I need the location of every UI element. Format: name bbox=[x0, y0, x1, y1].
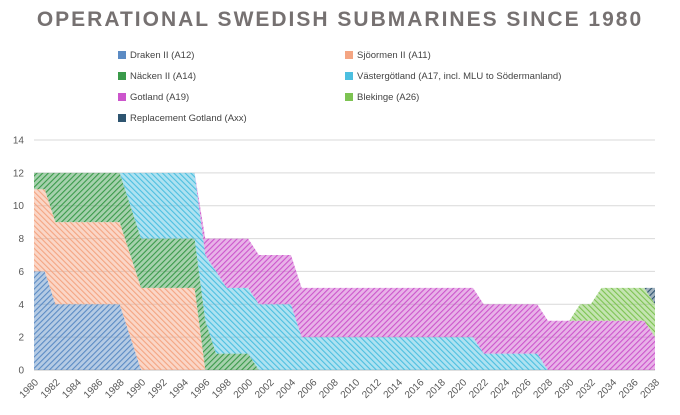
x-tick-label: 1984 bbox=[60, 377, 84, 401]
legend-item-draken-ii-a12[interactable]: Draken II (A12) bbox=[118, 50, 194, 61]
x-tick-label: 2028 bbox=[531, 377, 555, 401]
legend-label: Näcken II (A14) bbox=[130, 71, 196, 82]
area-n-cken-ii-a14 bbox=[34, 172, 655, 370]
y-tick-label: 14 bbox=[13, 136, 25, 147]
x-tick-label: 2034 bbox=[596, 377, 620, 401]
legend-label: Västergötland (A17, incl. MLU to Söderma… bbox=[357, 71, 562, 82]
x-tick-label: 1980 bbox=[18, 377, 42, 401]
x-tick-label: 2008 bbox=[317, 377, 341, 401]
legend-swatch bbox=[118, 93, 126, 101]
x-tick-label: 2004 bbox=[275, 377, 299, 401]
x-tick-label: 1990 bbox=[125, 377, 149, 401]
area-series bbox=[34, 172, 655, 370]
x-tick-label: 1994 bbox=[167, 377, 191, 401]
x-tick-label: 1996 bbox=[189, 377, 213, 401]
legend-swatch bbox=[345, 72, 353, 80]
x-tick-label: 2036 bbox=[617, 377, 641, 401]
area-draken-ii-a12 bbox=[34, 271, 655, 370]
x-tick-label: 1982 bbox=[39, 377, 63, 401]
x-tick-label: 2006 bbox=[296, 377, 320, 401]
area-sj-ormen-ii-a11 bbox=[34, 189, 655, 370]
x-tick-label: 2002 bbox=[253, 377, 277, 401]
y-tick-label: 12 bbox=[13, 168, 25, 179]
x-tick-label: 2010 bbox=[339, 377, 363, 401]
legend-label: Sjöormen II (A11) bbox=[357, 50, 431, 61]
y-tick-label: 8 bbox=[18, 234, 24, 245]
x-tick-label: 2012 bbox=[360, 377, 384, 401]
legend-label: Gotland (A19) bbox=[130, 92, 190, 103]
legend-item-v-sterg-tland-a17-incl-mlu-to-s-dermanland[interactable]: Västergötland (A17, incl. MLU to Söderma… bbox=[345, 71, 561, 82]
y-tick-label: 6 bbox=[18, 267, 24, 278]
legend-label: Replacement Gotland (Axx) bbox=[130, 113, 247, 124]
legend-swatch bbox=[345, 51, 353, 59]
legend-item-gotland-a19[interactable]: Gotland (A19) bbox=[118, 92, 189, 103]
legend-swatch bbox=[345, 93, 353, 101]
x-tick-label: 2018 bbox=[424, 377, 448, 401]
y-tick-label: 0 bbox=[18, 366, 24, 377]
y-axis-ticks: 0 2 4 6 8 10 12 14 bbox=[13, 136, 25, 377]
legend-label: Blekinge (A26) bbox=[357, 92, 420, 103]
x-tick-label: 1992 bbox=[146, 377, 170, 401]
x-tick-label: 2022 bbox=[467, 377, 491, 401]
y-tick-label: 10 bbox=[13, 201, 25, 212]
area-v-sterg-tland-a17-incl-mlu-to-s-dermanland bbox=[34, 172, 655, 370]
x-tick-label: 2030 bbox=[553, 377, 577, 401]
x-tick-label: 2032 bbox=[574, 377, 598, 401]
x-tick-label: 2020 bbox=[446, 377, 470, 401]
x-tick-label: 1998 bbox=[210, 377, 234, 401]
legend: Draken II (A12) Sjöormen II (A11) Näcken I… bbox=[0, 0, 680, 130]
legend-swatch bbox=[118, 51, 126, 59]
legend-label: Draken II (A12) bbox=[130, 50, 195, 61]
x-tick-label: 1988 bbox=[103, 377, 127, 401]
x-tick-label: 2016 bbox=[403, 377, 427, 401]
legend-swatch bbox=[118, 72, 126, 80]
x-tick-label: 2038 bbox=[639, 377, 663, 401]
x-tick-label: 2026 bbox=[510, 377, 534, 401]
chart-title: OPERATIONAL SWEDISH SUBMARINES SINCE 198… bbox=[36, 8, 644, 31]
y-tick-label: 4 bbox=[18, 300, 24, 311]
x-tick-label: 2024 bbox=[489, 377, 513, 401]
legend-item-blekinge-a26[interactable]: Blekinge (A26) bbox=[345, 92, 419, 103]
x-tick-label: 2000 bbox=[232, 377, 256, 401]
legend-item-replacement-gotland-axx[interactable]: Replacement Gotland (Axx) bbox=[118, 113, 247, 124]
legend-item-n-cken-ii-a14[interactable]: Näcken II (A14) bbox=[118, 71, 196, 82]
y-tick-label: 2 bbox=[18, 333, 24, 344]
x-tick-label: 1986 bbox=[82, 377, 106, 401]
area-gotland-a19 bbox=[34, 172, 655, 370]
x-axis-ticks: 1980198219841986198819901992199419961998… bbox=[18, 377, 663, 401]
legend-swatch bbox=[118, 114, 126, 122]
x-tick-label: 2014 bbox=[382, 377, 406, 401]
legend-item-sj-ormen-ii-a11[interactable]: Sjöormen II (A11) bbox=[345, 50, 431, 61]
